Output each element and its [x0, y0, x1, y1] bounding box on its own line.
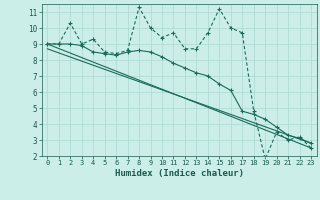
X-axis label: Humidex (Indice chaleur): Humidex (Indice chaleur)	[115, 169, 244, 178]
